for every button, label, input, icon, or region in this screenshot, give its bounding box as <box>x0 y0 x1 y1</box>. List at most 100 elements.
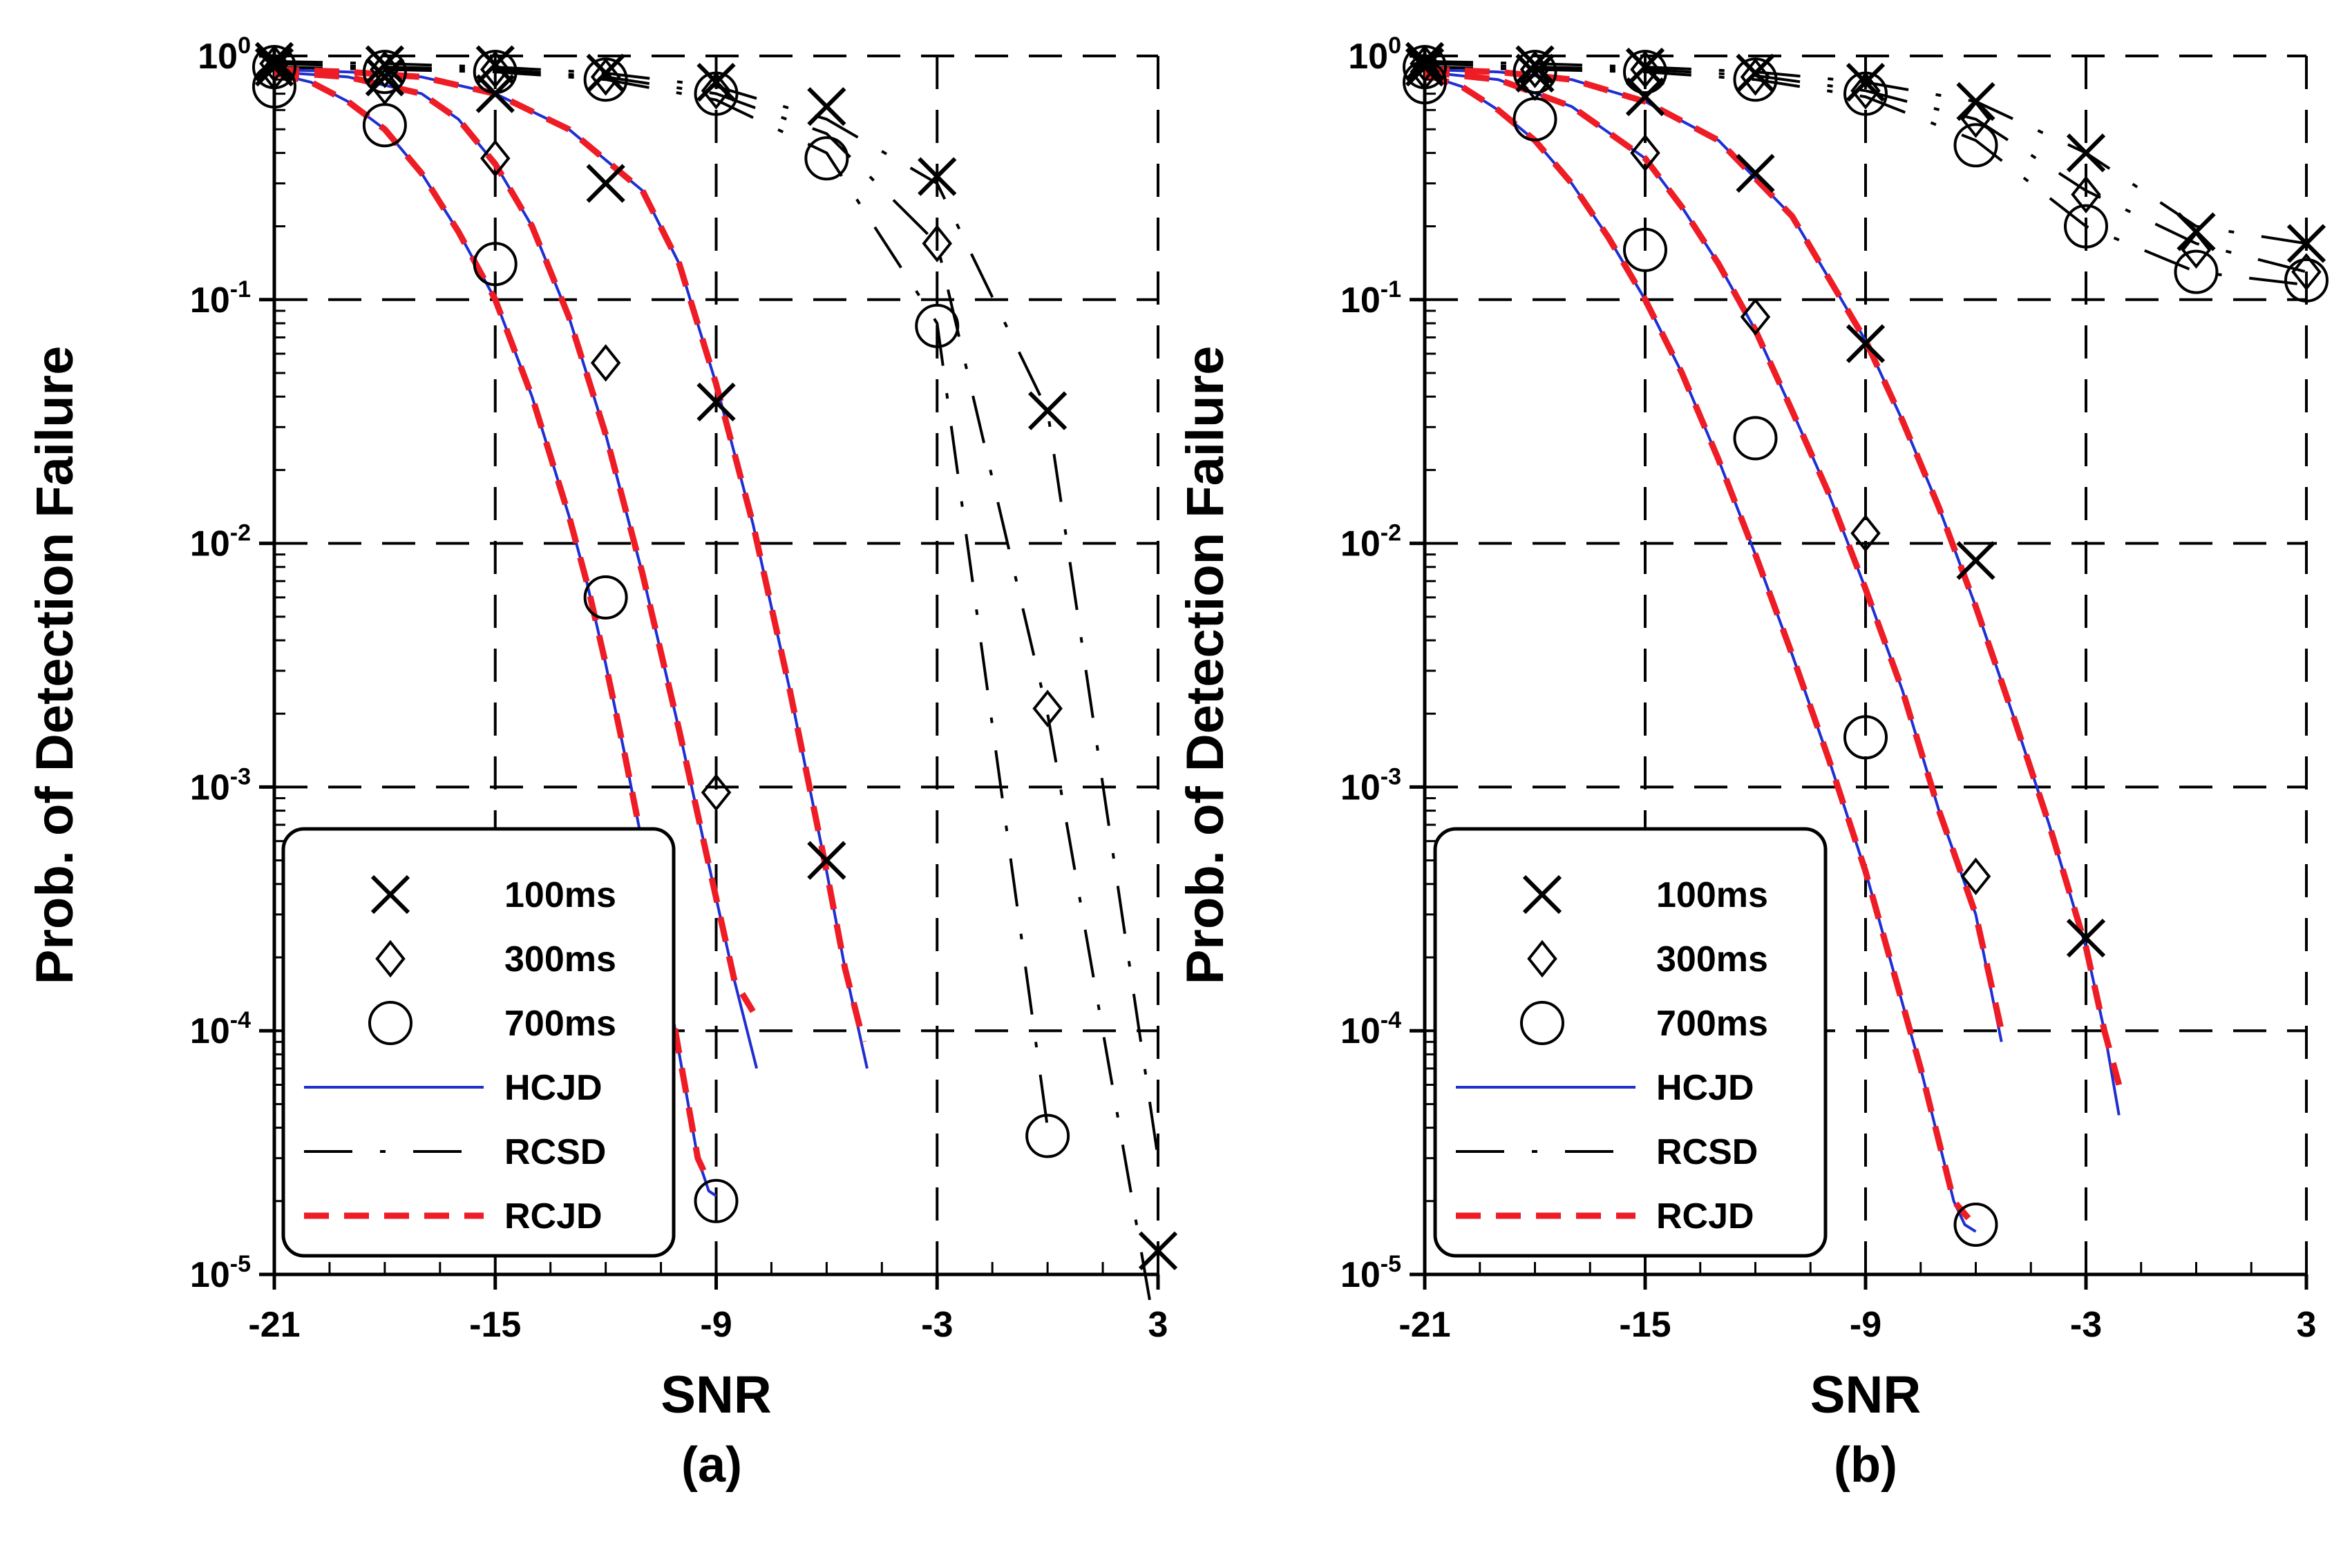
cross-marker <box>696 382 736 422</box>
cross-marker <box>586 164 625 203</box>
y-tick-label: 10-5 <box>190 1251 251 1295</box>
panel-label: (a) <box>681 1437 742 1493</box>
diamond-marker <box>480 140 511 178</box>
cross-marker <box>807 841 846 880</box>
cross-marker <box>2286 224 2326 263</box>
diamond-marker <box>1519 50 1550 88</box>
cross-marker-stroke <box>1956 541 1995 580</box>
y-tick-label: 10-1 <box>1340 276 1401 321</box>
series-lines <box>274 59 1159 1302</box>
circle-marker <box>473 50 518 95</box>
x-tick-label: 3 <box>2297 1305 2317 1345</box>
legend-label: 100ms <box>504 875 616 915</box>
cross-marker-stroke <box>1625 77 1665 117</box>
series-line-rcsd-300ms <box>274 62 1152 1302</box>
panel-a: -21 -15 -9 -3 3 100 10-1 10-2 10-3 10-4 10-5 SNR Pro… <box>26 32 1178 1493</box>
cross-marker <box>1515 45 1555 84</box>
cross-marker <box>1028 391 1068 430</box>
x-tick-label: -3 <box>2070 1305 2102 1345</box>
cross-marker-stroke <box>2066 918 2106 958</box>
cross-marker <box>1846 324 1886 363</box>
circle-marker <box>1025 1113 1070 1158</box>
panel-b: -21 -15 -9 -3 3 100 10-1 10-2 10-3 10-4 10-5 SNR Pro… <box>1176 32 2329 1493</box>
legend-label: 700ms <box>1656 1004 1768 1044</box>
legend-label: HCJD <box>504 1068 603 1108</box>
circle-marker <box>583 575 628 620</box>
circle-marker <box>804 136 849 181</box>
y-tick-label: 10-2 <box>1340 520 1401 564</box>
diamond-marker <box>1032 689 1063 727</box>
diamond-marker <box>1960 100 1991 138</box>
cross-marker <box>1138 1231 1178 1270</box>
diamond-marker <box>1740 298 1771 336</box>
legend-label: 300ms <box>1656 939 1768 979</box>
cross-marker <box>807 87 846 126</box>
y-axis-title: Prob. of Detection Failure <box>26 346 84 985</box>
x-axis-title: SNR <box>661 1366 771 1424</box>
circle-marker <box>1953 123 1998 168</box>
circle-marker <box>1512 50 1557 95</box>
diamond-marker <box>480 50 511 88</box>
cross-marker-stroke <box>807 87 846 126</box>
cross-marker-stroke <box>370 874 410 915</box>
legend-label: 100ms <box>1656 875 1768 915</box>
circle-marker <box>1733 416 1778 461</box>
diamond-marker <box>1960 857 1991 895</box>
x-tick-label: -3 <box>921 1305 953 1345</box>
legend-label: 300ms <box>504 939 616 979</box>
cross-marker-stroke <box>475 45 515 84</box>
circle-marker <box>1623 227 1667 272</box>
diamond-marker <box>259 44 290 83</box>
y-tick-label: 10-3 <box>190 763 251 807</box>
circle-marker <box>2064 204 2108 249</box>
diamond-marker <box>2181 231 2212 269</box>
diamond-marker <box>1630 134 1660 172</box>
diamond-marker <box>1850 72 1881 110</box>
diamond-marker <box>1740 58 1771 96</box>
cross-marker <box>370 874 410 915</box>
cross-marker <box>2066 133 2106 173</box>
series-line-rcjd-300ms <box>274 68 756 1013</box>
cross-marker-stroke <box>1522 874 1562 915</box>
circle-marker <box>1520 1001 1564 1045</box>
legend-label: RCJD <box>504 1196 603 1236</box>
cross-marker <box>475 45 515 84</box>
cross-marker-stroke <box>586 164 625 203</box>
legend-label: HCJD <box>1656 1068 1754 1108</box>
cross-marker-stroke <box>365 45 404 84</box>
series-markers <box>252 41 1178 1270</box>
circle-marker <box>583 57 628 102</box>
diamond-marker <box>1630 50 1660 88</box>
diamond-marker <box>1410 44 1440 83</box>
series-line-rcjd-300ms <box>1425 68 2005 1032</box>
diamond-marker <box>590 344 621 382</box>
series-markers <box>1403 41 2329 1247</box>
circle-marker <box>694 1178 739 1223</box>
circle-marker <box>915 303 960 348</box>
diamond-marker <box>590 58 621 96</box>
circle-marker <box>2174 249 2219 294</box>
cross-marker-stroke <box>2286 224 2326 263</box>
x-tick-label: -9 <box>1850 1305 1881 1345</box>
y-tick-label: 10-4 <box>190 1007 251 1051</box>
cross-marker-stroke <box>254 48 294 87</box>
diamond-marker <box>370 50 400 88</box>
x-tick-label: -9 <box>700 1305 732 1345</box>
cross-marker-stroke <box>1028 391 1068 430</box>
diamond-marker <box>1850 514 1881 553</box>
legend-label: RCJD <box>1656 1196 1754 1236</box>
x-tick-label: -21 <box>248 1305 300 1345</box>
circle-marker <box>1953 1202 1998 1247</box>
series-line-rcjd-100ms <box>274 66 867 1043</box>
circle-marker <box>252 64 296 109</box>
legend-box <box>281 827 676 1258</box>
diamond-marker <box>701 774 732 812</box>
circle-marker <box>1403 45 1447 90</box>
x-tick-label: -21 <box>1398 1305 1450 1345</box>
x-tick-label: 3 <box>1148 1305 1168 1345</box>
legend-label: RCSD <box>1656 1132 1758 1172</box>
cross-marker-stroke <box>1405 48 1445 87</box>
y-tick-label: 10-3 <box>1340 763 1401 807</box>
legend: 100ms 300ms 700ms HCJD RCSD RCJD <box>1433 827 1828 1258</box>
